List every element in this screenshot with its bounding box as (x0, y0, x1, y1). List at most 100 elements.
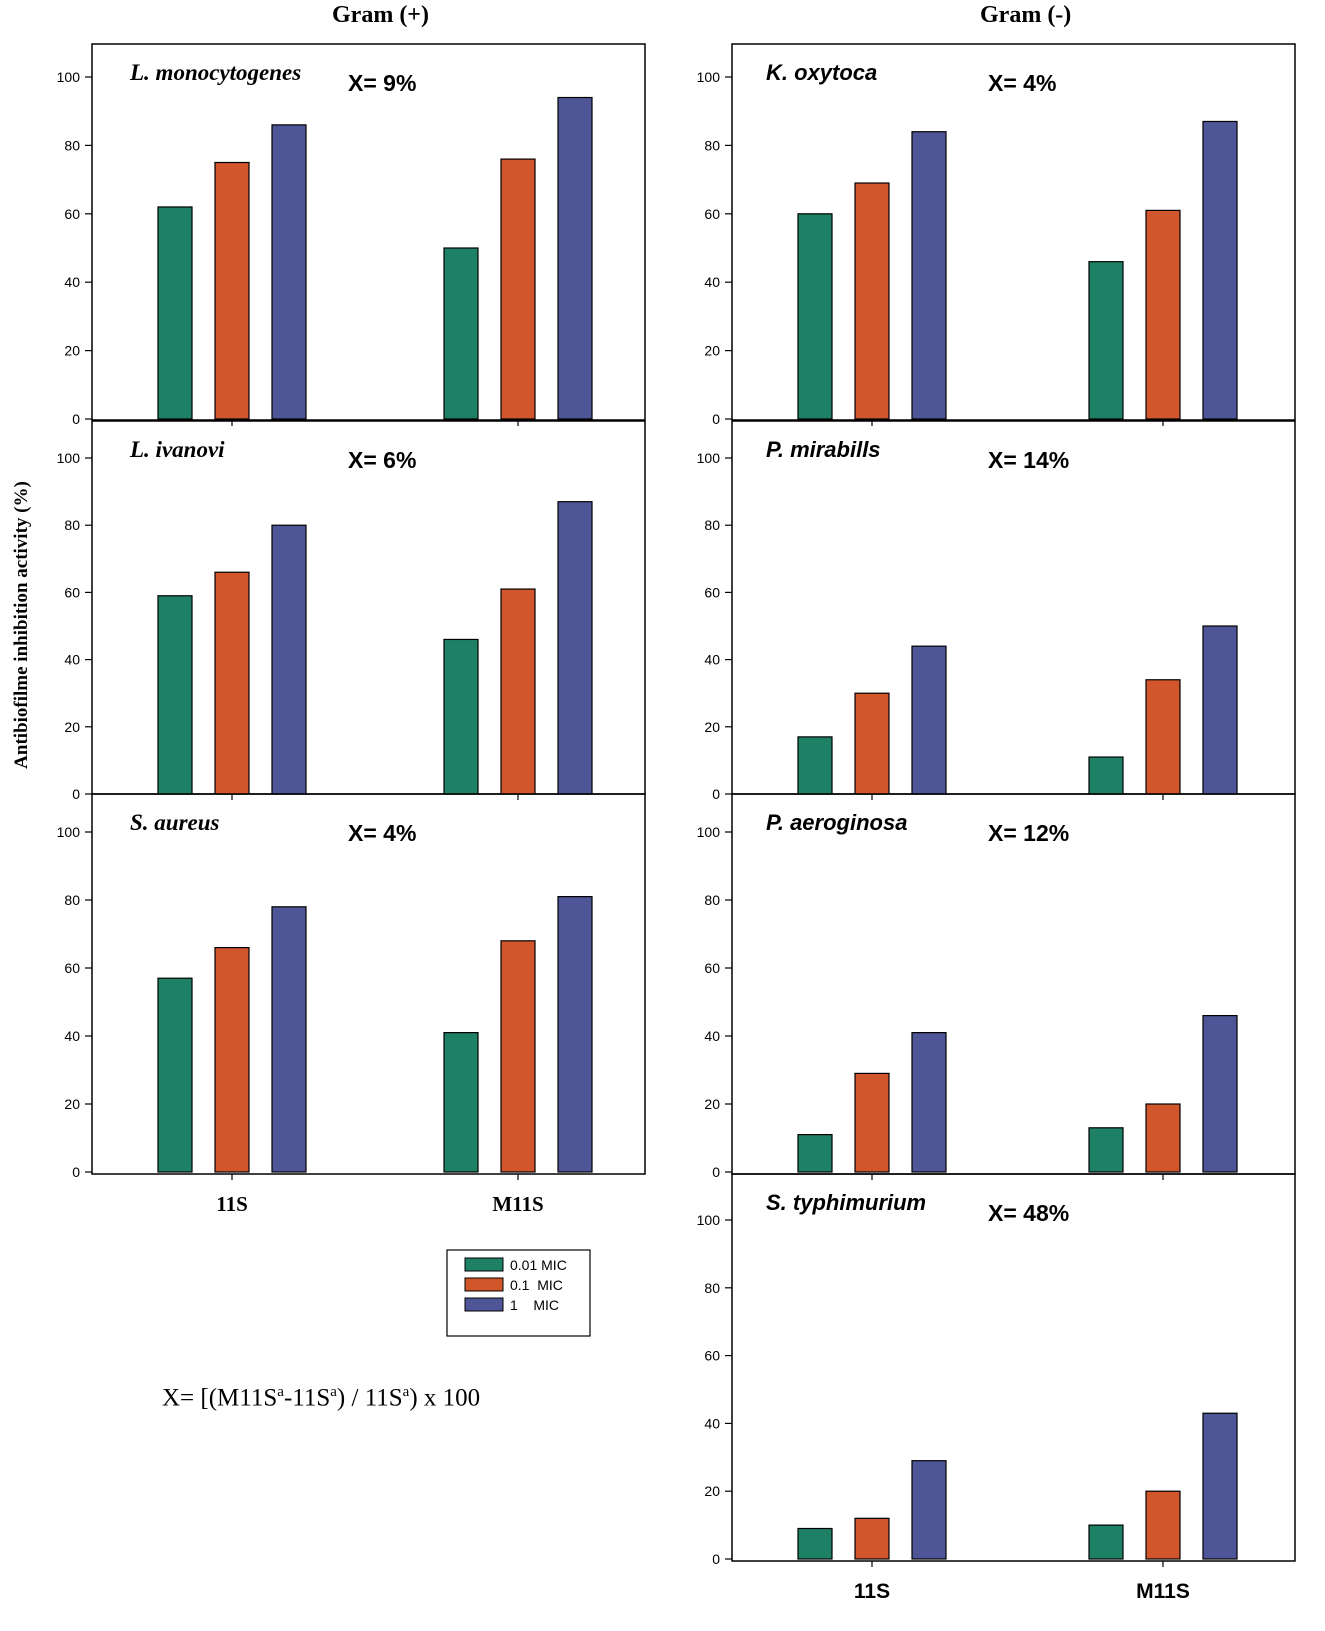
y-tick-label: 40 (704, 274, 720, 290)
bar (1088, 756, 1124, 795)
x-category-label: M11S (1136, 1580, 1190, 1603)
chart-title: S. aureus (130, 810, 220, 835)
y-tick-label: 40 (704, 1415, 720, 1431)
legend-label: 0.1 MIC (510, 1277, 563, 1293)
y-tick-label: 100 (57, 69, 81, 85)
bar (271, 124, 307, 420)
chart-annotation: X= 9% (348, 70, 416, 96)
chart-title: P. aeroginosa (766, 810, 907, 835)
bar (797, 1527, 833, 1560)
y-tick-label: 40 (704, 652, 720, 668)
panel-frame (91, 793, 646, 1175)
bar (443, 1031, 479, 1173)
bar (1145, 1103, 1181, 1173)
y-tick-label: 20 (64, 1096, 80, 1112)
bar (500, 588, 536, 795)
panel-frame (91, 43, 646, 421)
y-tick-label: 0 (712, 411, 720, 427)
y-tick-label: 100 (697, 1212, 721, 1228)
bar (1088, 261, 1124, 420)
y-tick-label: 80 (64, 137, 80, 153)
y-tick-label: 80 (704, 892, 720, 908)
bar (500, 940, 536, 1173)
legend-label: 1 MIC (510, 1297, 559, 1313)
chart-annotation: X= 6% (348, 447, 416, 473)
gram-positive-header: Gram (+) (332, 2, 429, 28)
y-tick-label: 80 (704, 1280, 720, 1296)
y-tick-label: 0 (712, 1164, 720, 1180)
y-tick-label: 40 (64, 1028, 80, 1044)
bar (911, 131, 947, 420)
bar (1088, 1127, 1124, 1173)
chart-title: L. ivanovi (129, 437, 225, 462)
legend-swatch (464, 1297, 504, 1312)
y-tick-label: 80 (704, 137, 720, 153)
bar (797, 1133, 833, 1173)
y-tick-label: 100 (57, 450, 81, 466)
bar (854, 1072, 890, 1173)
legend-label: 0.01 MIC (510, 1257, 567, 1273)
bar (797, 213, 833, 420)
bar (557, 895, 593, 1173)
y-tick-label: 0 (72, 1164, 80, 1180)
y-tick-label: 0 (712, 1551, 720, 1567)
y-tick-label: 60 (64, 584, 80, 600)
y-tick-label: 0 (72, 411, 80, 427)
bar (1202, 1412, 1238, 1560)
chart-panel: 0 20 40 60 80 100 S. typhimurium X= 48% 11S M11S (697, 1173, 1296, 1603)
chart-annotation: X= 4% (348, 820, 416, 846)
bar (911, 1460, 947, 1560)
panel-frame (731, 1173, 1296, 1562)
chart-annotation: X= 12% (988, 820, 1069, 846)
bar (157, 206, 193, 420)
x-category-label: 11S (216, 1192, 248, 1216)
chart-panel: 0 20 40 60 80 100 S. aureus X= 4% 11S M11S (57, 793, 646, 1216)
bar (157, 595, 193, 795)
bar (271, 906, 307, 1173)
formula: X= [(M11Sa-11Sa) / 11Sa) x 100 (162, 1384, 481, 1412)
bar (157, 977, 193, 1173)
panel-frame (731, 43, 1296, 421)
legend-swatch (464, 1257, 504, 1272)
bar (1145, 1490, 1181, 1560)
y-tick-label: 0 (72, 786, 80, 802)
bar (1088, 1524, 1124, 1560)
y-tick-label: 80 (64, 517, 80, 533)
chart-annotation: X= 14% (988, 447, 1069, 473)
bar (1202, 625, 1238, 795)
y-tick-label: 60 (704, 1348, 720, 1364)
bar (557, 96, 593, 420)
y-tick-label: 60 (704, 960, 720, 976)
y-tick-label: 60 (704, 206, 720, 222)
legend-swatch (464, 1277, 504, 1292)
y-tick-label: 60 (704, 584, 720, 600)
chart-panel: 0 20 40 60 80 100 L. ivanovi X= 6% (57, 420, 646, 802)
y-tick-label: 40 (704, 1028, 720, 1044)
bar (1145, 209, 1181, 420)
y-tick-label: 20 (704, 343, 720, 359)
bar (911, 1031, 947, 1173)
y-tick-label: 80 (704, 517, 720, 533)
y-tick-label: 40 (64, 274, 80, 290)
chart-panel: 0 20 40 60 80 100 L. monocytogenes X= 9% (57, 43, 646, 427)
x-category-label: 11S (854, 1580, 890, 1603)
gram-negative-header: Gram (-) (980, 2, 1072, 28)
chart-panel: 0 20 40 60 80 100 P. aeroginosa X= 12% (697, 793, 1296, 1180)
y-tick-label: 20 (64, 719, 80, 735)
bar (557, 501, 593, 795)
y-tick-label: 40 (64, 652, 80, 668)
bar (911, 645, 947, 795)
y-tick-label: 100 (697, 69, 721, 85)
chart-title: S. typhimurium (766, 1190, 926, 1215)
y-tick-label: 20 (704, 719, 720, 735)
bar (500, 158, 536, 420)
chart-annotation: X= 4% (988, 70, 1056, 96)
chart-annotation: X= 48% (988, 1200, 1069, 1226)
y-tick-label: 100 (697, 450, 721, 466)
bar (214, 571, 250, 795)
y-tick-label: 0 (712, 786, 720, 802)
bar (214, 946, 250, 1173)
bar (854, 182, 890, 420)
chart-title: L. monocytogenes (129, 60, 301, 85)
